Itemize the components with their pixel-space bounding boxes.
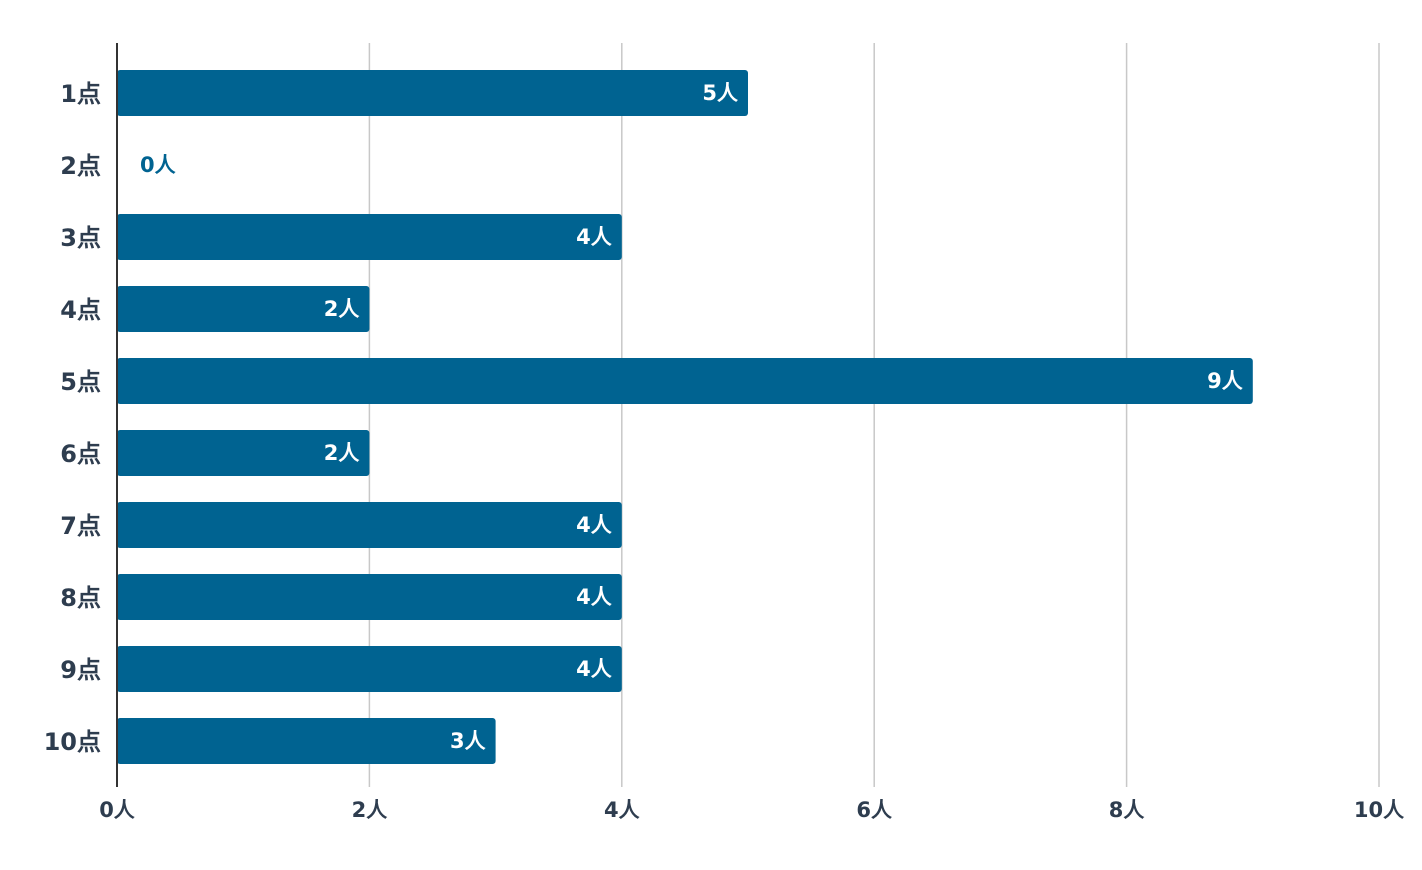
labels: 0人 2人 4人 6人 8人 10人 1点 5人 2点 0人 3点 4人 4点 2人 5点 9人 6点 2人 7点 4… [44, 80, 1405, 822]
bar [117, 214, 622, 260]
value-label: 3人 [450, 729, 486, 753]
category-label: 1点 [60, 80, 101, 108]
category-label: 3点 [60, 224, 101, 252]
category-label: 6点 [60, 440, 101, 468]
bar [117, 358, 1253, 404]
value-label: 2人 [324, 441, 360, 465]
value-label: 0人 [140, 153, 176, 177]
x-tick-label: 2人 [352, 798, 388, 822]
category-label: 7点 [60, 512, 101, 540]
category-label: 4点 [60, 296, 101, 324]
x-tick-label: 0人 [99, 798, 135, 822]
value-label: 4人 [576, 513, 612, 537]
bar [117, 70, 748, 116]
x-tick-label: 4人 [604, 798, 640, 822]
bar [117, 574, 622, 620]
bars [117, 70, 1253, 764]
value-label: 5人 [702, 81, 738, 105]
category-label: 8点 [60, 584, 101, 612]
bar [117, 718, 496, 764]
bar [117, 430, 370, 476]
x-tick-label: 6人 [856, 798, 892, 822]
category-label: 10点 [44, 728, 101, 756]
category-label: 2点 [60, 152, 101, 180]
x-tick-label: 10人 [1354, 798, 1404, 822]
category-label: 5点 [60, 368, 101, 396]
value-label: 9人 [1207, 369, 1243, 393]
bar [117, 646, 622, 692]
bar [117, 502, 622, 548]
value-label: 2人 [324, 297, 360, 321]
bar [117, 286, 370, 332]
value-label: 4人 [576, 657, 612, 681]
value-label: 4人 [576, 585, 612, 609]
x-tick-label: 8人 [1109, 798, 1145, 822]
category-label: 9点 [60, 656, 101, 684]
value-label: 4人 [576, 225, 612, 249]
